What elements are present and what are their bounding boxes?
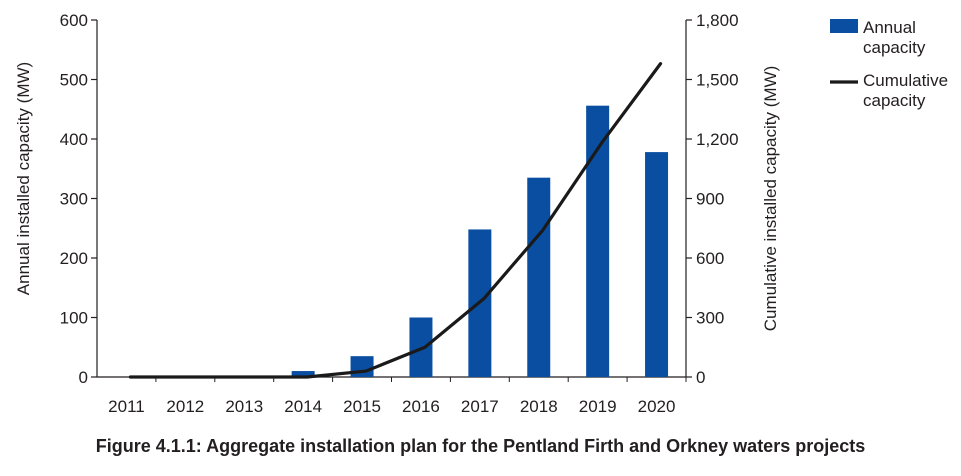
- axes-layer: 0 100 200 300 400 500 600 0 300 600 900 1,200 1,500 1…: [14, 11, 780, 416]
- legend-swatch-annual: [830, 19, 858, 33]
- x-tick-label: 2014: [284, 397, 322, 416]
- y-axis-title-right: Cumulative installed capacity (MW): [761, 66, 780, 331]
- y-tick-label-left: 200: [60, 249, 88, 268]
- legend-label-annual-line1: Annual: [863, 18, 916, 37]
- legend-label-cumulative: Cumulative capacity: [863, 71, 948, 110]
- x-tick-label: 2015: [343, 397, 381, 416]
- legend-label-annual: Annual capacity: [863, 18, 926, 57]
- bar: [350, 356, 374, 377]
- y-tick-label-left: 100: [60, 309, 88, 328]
- y-tick-label-left: 0: [79, 368, 88, 387]
- y-tick-label-right: 1,800: [696, 11, 739, 30]
- cumulative-line: [128, 62, 663, 379]
- y-tick-label-right: 0: [696, 368, 705, 387]
- bar: [586, 105, 610, 378]
- y-tick-label-right: 300: [696, 309, 724, 328]
- bars-layer: [291, 105, 669, 378]
- x-tick-label: 2011: [108, 397, 145, 416]
- y-tick-label-left: 500: [60, 71, 88, 90]
- y-tick-label-left: 600: [60, 11, 88, 30]
- x-tick-label: 2018: [520, 397, 558, 416]
- y-tick-label-right: 1,500: [696, 71, 739, 90]
- bar: [645, 152, 669, 377]
- y-tick-label-left: 400: [60, 130, 88, 149]
- legend-label-cumulative-line1: Cumulative: [863, 71, 948, 90]
- y-axis-title-left: Annual installed capacity (MW): [14, 62, 33, 295]
- x-tick-label: 2017: [461, 397, 499, 416]
- x-tick-label: 2020: [638, 397, 676, 416]
- figure-caption: Figure 4.1.1: Aggregate installation pla…: [95, 436, 866, 456]
- x-tick-label: 2016: [402, 397, 440, 416]
- legend-label-cumulative-line2: capacity: [863, 91, 926, 110]
- bar: [527, 177, 551, 377]
- y-tick-label-right: 600: [696, 249, 724, 268]
- x-tick-label: 2013: [225, 397, 263, 416]
- line-layer: [128, 62, 663, 379]
- x-tick-label: 2019: [579, 397, 617, 416]
- y-tick-label-right: 1,200: [696, 130, 739, 149]
- legend-label-annual-line2: capacity: [863, 38, 926, 57]
- y-tick-label-left: 300: [60, 190, 88, 209]
- x-tick-label: 2012: [166, 397, 204, 416]
- y-tick-label-right: 900: [696, 190, 724, 209]
- bar: [291, 371, 315, 377]
